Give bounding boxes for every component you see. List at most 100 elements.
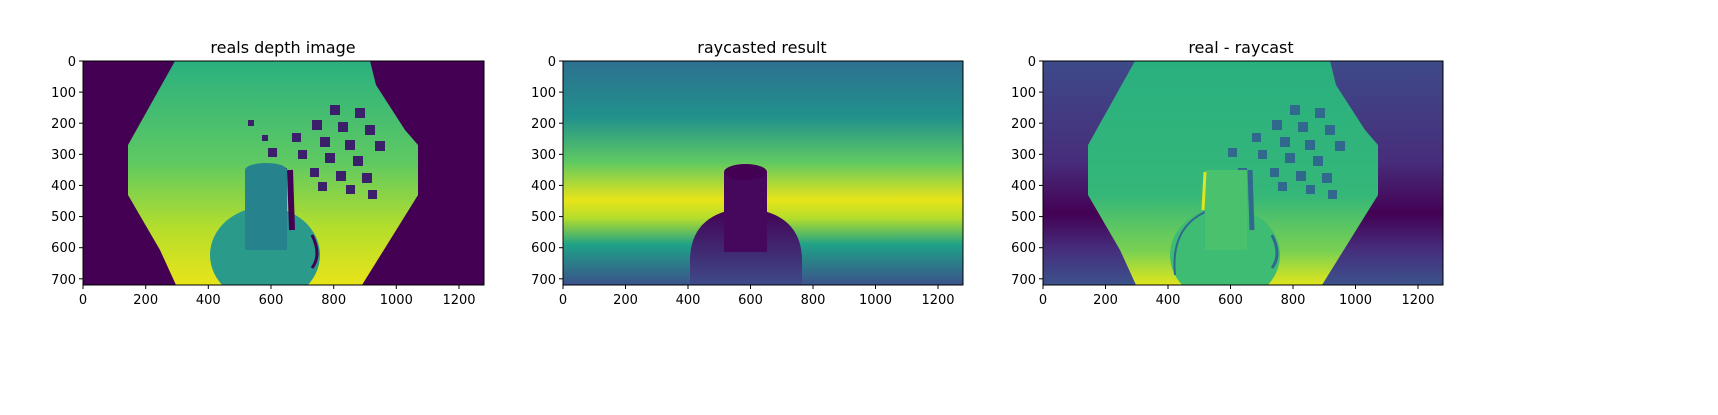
y-tick: 400 (51, 179, 83, 194)
svg-text:100: 100 (531, 86, 556, 101)
y-tick: 500 (1011, 210, 1043, 225)
x-tick: 0 (559, 285, 567, 308)
svg-text:600: 600 (1011, 241, 1036, 256)
svg-text:100: 100 (1011, 86, 1036, 101)
y-tick: 200 (51, 117, 83, 132)
image-real (83, 61, 484, 285)
panel-real: reals depth image 0 200 400 60 (51, 38, 485, 308)
svg-text:600: 600 (738, 293, 763, 308)
svg-text:0: 0 (559, 293, 567, 308)
y-tick: 100 (1011, 86, 1043, 101)
x-tick: 1200 (1401, 285, 1435, 308)
svg-text:1000: 1000 (859, 293, 892, 308)
panel-diff: real - raycast 0 200 400 600 (1011, 38, 1444, 308)
panel-raycast: raycasted result 0 200 400 600 800 1000 … (531, 38, 964, 308)
x-tick: 600 (1218, 285, 1243, 308)
y-tick: 0 (68, 55, 83, 70)
axes-frame-real (82, 60, 485, 286)
x-tick: 200 (1093, 285, 1118, 308)
svg-text:0: 0 (1028, 55, 1036, 70)
y-tick: 200 (1011, 117, 1043, 132)
y-tick: 0 (1028, 55, 1043, 70)
svg-text:300: 300 (1011, 148, 1036, 163)
y-tick: 700 (1011, 273, 1043, 288)
y-tick: 400 (1011, 179, 1043, 194)
svg-text:200: 200 (133, 293, 158, 308)
svg-text:300: 300 (531, 148, 556, 163)
x-ticks-raycast: 0 200 400 600 800 1000 1200 (559, 285, 955, 308)
x-tick: 0 (1039, 285, 1047, 308)
y-tick: 700 (531, 273, 563, 288)
svg-text:1200: 1200 (442, 293, 475, 308)
y-tick: 100 (531, 86, 563, 101)
svg-text:600: 600 (531, 241, 556, 256)
svg-text:800: 800 (1281, 293, 1306, 308)
svg-text:400: 400 (676, 293, 701, 308)
image-diff (1043, 61, 1443, 285)
svg-text:200: 200 (531, 117, 556, 132)
svg-text:0: 0 (548, 55, 556, 70)
x-tick: 1200 (442, 285, 476, 308)
svg-text:700: 700 (51, 273, 76, 288)
x-tick: 1000 (380, 285, 413, 308)
x-tick: 200 (613, 285, 638, 308)
svg-text:200: 200 (1011, 117, 1036, 132)
svg-text:600: 600 (1218, 293, 1243, 308)
y-tick: 100 (51, 86, 83, 101)
x-tick: 800 (801, 285, 825, 308)
x-tick: 600 (738, 285, 763, 308)
svg-text:400: 400 (531, 179, 556, 194)
y-tick: 300 (1011, 148, 1043, 163)
svg-text:600: 600 (259, 293, 284, 308)
y-tick: 600 (531, 241, 563, 256)
svg-text:200: 200 (1093, 293, 1118, 308)
y-tick: 400 (531, 179, 563, 194)
svg-text:400: 400 (1156, 293, 1181, 308)
svg-text:700: 700 (1011, 273, 1036, 288)
svg-text:700: 700 (531, 273, 556, 288)
svg-text:1000: 1000 (380, 293, 413, 308)
y-tick: 0 (548, 55, 563, 70)
svg-text:400: 400 (51, 179, 76, 194)
y-ticks-diff: 0 100 200 300 400 500 600 700 (1011, 55, 1043, 288)
image-raycast (563, 61, 963, 285)
x-tick: 1000 (1339, 285, 1372, 308)
y-tick: 700 (51, 273, 83, 288)
svg-text:200: 200 (613, 293, 638, 308)
x-tick: 800 (321, 285, 346, 308)
svg-text:800: 800 (321, 293, 346, 308)
svg-text:200: 200 (51, 117, 76, 132)
axes-frame-raycast (562, 60, 964, 286)
x-tick: 400 (196, 285, 221, 308)
y-tick: 500 (51, 210, 83, 225)
svg-text:500: 500 (51, 210, 76, 225)
x-tick: 800 (1281, 285, 1306, 308)
x-tick: 600 (259, 285, 284, 308)
svg-text:1200: 1200 (1401, 293, 1434, 308)
svg-text:1000: 1000 (1339, 293, 1372, 308)
panel-title-real: reals depth image (210, 38, 355, 57)
x-tick: 1000 (859, 285, 892, 308)
y-tick: 300 (531, 148, 563, 163)
x-tick: 1200 (921, 285, 955, 308)
y-ticks-raycast: 0 100 200 300 400 500 600 700 (531, 55, 563, 288)
svg-text:0: 0 (79, 293, 87, 308)
panel-title-raycast: raycasted result (697, 38, 826, 57)
svg-text:400: 400 (196, 293, 221, 308)
y-tick: 600 (1011, 241, 1043, 256)
svg-text:1200: 1200 (921, 293, 954, 308)
x-tick: 400 (676, 285, 701, 308)
svg-text:400: 400 (1011, 179, 1036, 194)
y-tick: 300 (51, 148, 83, 163)
svg-text:100: 100 (51, 86, 76, 101)
x-tick: 200 (133, 285, 158, 308)
svg-text:500: 500 (1011, 210, 1036, 225)
x-tick: 400 (1156, 285, 1181, 308)
svg-text:0: 0 (68, 55, 76, 70)
x-tick: 0 (79, 285, 87, 308)
y-tick: 200 (531, 117, 563, 132)
x-ticks-real: 0 200 400 600 800 1000 1200 (79, 285, 476, 308)
x-ticks-diff: 0 200 400 600 800 1000 1200 (1039, 285, 1435, 308)
svg-text:500: 500 (531, 210, 556, 225)
svg-text:0: 0 (1039, 293, 1047, 308)
